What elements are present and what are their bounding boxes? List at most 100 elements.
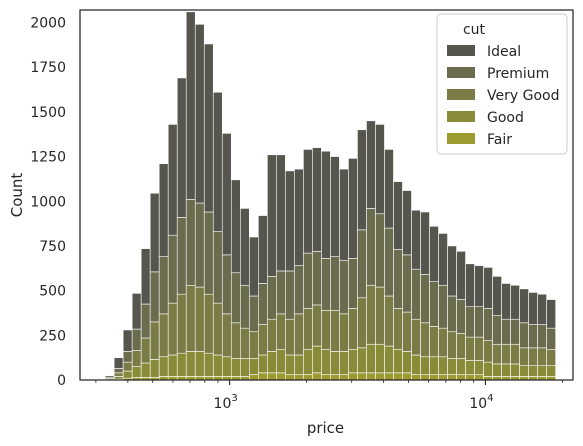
- bar-fair: [366, 372, 376, 381]
- bar-ideal: [149, 192, 160, 273]
- bar-premium: [239, 284, 250, 329]
- bar-very-good: [411, 318, 421, 356]
- bar-ideal: [294, 168, 304, 266]
- bar-very-good: [519, 347, 529, 367]
- bar-good: [366, 343, 376, 374]
- bar-premium: [474, 306, 484, 338]
- bar-premium: [230, 272, 241, 324]
- bar-fair: [402, 372, 412, 381]
- bar-fair: [267, 372, 277, 381]
- bar-fair: [375, 372, 385, 381]
- bar-ideal: [465, 263, 475, 308]
- bar-ideal: [249, 236, 259, 297]
- bar-good: [456, 358, 466, 375]
- bar-very-good: [510, 343, 520, 365]
- bar-premium: [375, 213, 385, 288]
- x-axis-ticks: 103 104: [95, 380, 563, 412]
- bar-good: [501, 363, 511, 377]
- bar-ideal: [546, 299, 556, 329]
- bar-good: [258, 354, 268, 374]
- bar-premium: [167, 234, 178, 304]
- bar-ideal: [158, 163, 169, 257]
- bar-fair: [303, 374, 313, 381]
- bar-ideal: [258, 215, 268, 284]
- bar-premium: [185, 199, 196, 286]
- legend-label: Good: [487, 110, 524, 126]
- bar-premium: [429, 281, 439, 327]
- bar-ideal: [375, 124, 385, 215]
- bar-ideal: [402, 190, 412, 256]
- bar-ideal: [122, 329, 133, 352]
- bar-premium: [221, 254, 232, 315]
- bar-fair: [339, 374, 349, 381]
- bar-premium: [519, 322, 529, 349]
- bar-very-good: [158, 313, 169, 358]
- bar-fair: [285, 374, 295, 381]
- bar-very-good: [203, 293, 214, 354]
- bar-very-good: [375, 286, 385, 345]
- bar-good: [465, 360, 475, 375]
- bar-fair: [420, 374, 430, 381]
- bar-ideal: [276, 154, 286, 272]
- bar-ideal: [194, 23, 205, 204]
- bar-premium: [212, 231, 223, 304]
- bar-good: [375, 343, 385, 374]
- bar-very-good: [285, 318, 295, 356]
- bar-fair: [348, 372, 358, 381]
- bar-premium: [438, 284, 448, 329]
- bar-very-good: [167, 302, 178, 356]
- bar-good: [411, 354, 421, 375]
- bar-premium: [537, 324, 547, 349]
- bar-ideal: [212, 91, 223, 232]
- bar-fair: [276, 372, 286, 381]
- bar-very-good: [239, 327, 250, 359]
- bar-good: [384, 345, 394, 374]
- bar-very-good: [185, 284, 196, 352]
- bar-good: [158, 356, 169, 377]
- y-axis-ticks: 0 250 500 750 1000 1250 1500 1750 2000: [30, 16, 66, 389]
- bar-very-good: [474, 336, 484, 361]
- bar-ideal: [203, 43, 214, 213]
- bar-ideal: [456, 251, 466, 300]
- bar-ideal: [519, 288, 529, 324]
- bar-ideal: [348, 158, 358, 259]
- bar-premium: [113, 368, 124, 374]
- bar-fair: [294, 374, 304, 381]
- bar-ideal: [285, 170, 295, 272]
- bar-ideal: [384, 149, 394, 229]
- bar-fair: [429, 374, 439, 381]
- y-tick-label: 1750: [30, 60, 66, 76]
- bar-premium: [312, 251, 322, 306]
- bar-good: [212, 354, 223, 377]
- legend-swatch-good: [447, 111, 475, 122]
- bar-very-good: [447, 331, 457, 359]
- bar-ideal: [537, 293, 547, 325]
- bar-premium: [158, 256, 169, 315]
- bar-good: [330, 351, 340, 375]
- bar-good: [122, 370, 133, 379]
- bar-premium: [276, 270, 286, 315]
- bar-very-good: [140, 337, 151, 364]
- bar-fair: [384, 372, 394, 381]
- bar-fair: [447, 374, 457, 381]
- bar-good: [267, 351, 277, 374]
- bar-very-good: [276, 313, 286, 350]
- bar-good: [528, 365, 538, 377]
- bar-premium: [285, 270, 295, 320]
- bar-ideal: [113, 357, 124, 369]
- bar-premium: [176, 217, 187, 295]
- bar-very-good: [456, 333, 466, 359]
- bar-fair: [249, 374, 259, 381]
- bar-very-good: [113, 372, 124, 377]
- bar-very-good: [122, 361, 133, 372]
- bar-very-good: [492, 343, 502, 365]
- bar-good: [131, 366, 142, 378]
- bar-very-good: [393, 308, 403, 350]
- bar-ideal: [230, 179, 241, 274]
- bar-very-good: [212, 302, 223, 356]
- bar-good: [303, 349, 313, 375]
- bar-very-good: [384, 295, 394, 347]
- bar-premium: [267, 276, 277, 320]
